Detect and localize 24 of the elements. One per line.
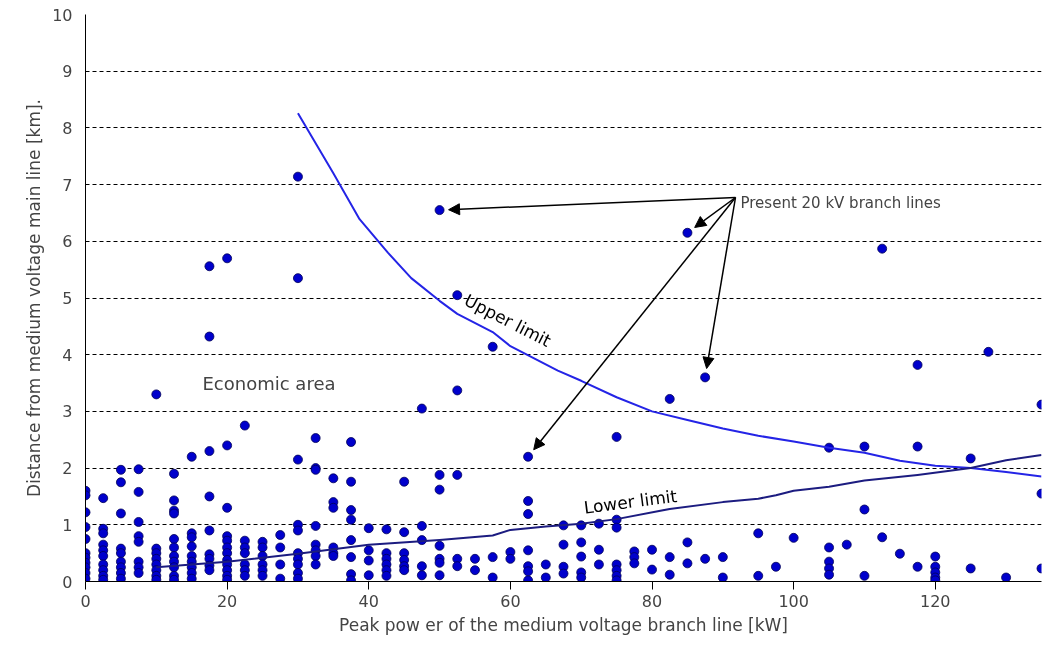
y-tick-label: 1: [62, 515, 73, 535]
y-tick-label: 8: [62, 118, 73, 138]
y-tick-label: 5: [62, 289, 73, 308]
x-axis-title: Peak pow er of the medium voltage branch line [kW]: [339, 614, 788, 635]
x-tick-label: 0: [80, 591, 91, 611]
text: Lower limit: [582, 485, 679, 518]
x-tick-label: 20: [216, 591, 238, 611]
y-tick-label: 6: [62, 232, 73, 252]
x-tick-label: 80: [641, 591, 663, 611]
y-tick-label: 7: [62, 175, 73, 195]
y-tick-label: 9: [62, 62, 73, 82]
y-tick-label: 2: [62, 459, 73, 479]
y-tick-label: 0: [62, 572, 73, 592]
annotation: Economic area: [202, 373, 336, 394]
line-series: [296, 112, 1042, 478]
x-tick-label: 60: [500, 591, 521, 611]
annotation: Present 20 kV branch lines: [740, 193, 942, 212]
x-tick-label: 120: [920, 591, 951, 611]
x-tick-label: 100: [778, 591, 809, 611]
x-tick-label: 40: [358, 591, 379, 611]
y-axis-title: Distance from medium voltage main line [km].: [24, 99, 45, 497]
y-tick-label: 10: [52, 5, 73, 25]
y-tick-label: 3: [62, 402, 73, 422]
y-tick-label: 4: [62, 345, 73, 365]
